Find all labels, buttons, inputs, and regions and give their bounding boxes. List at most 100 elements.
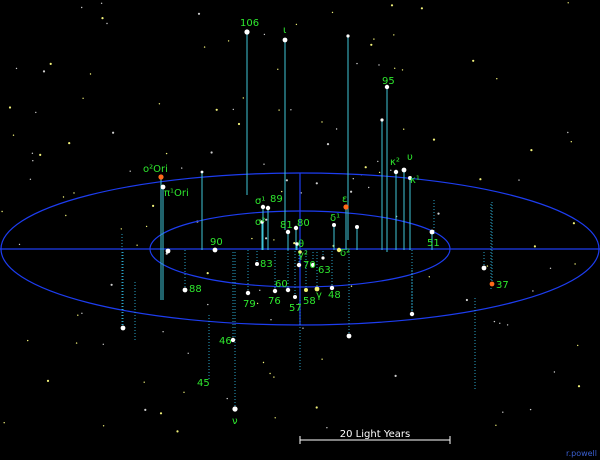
field-star	[1, 211, 2, 212]
star-106	[244, 29, 249, 34]
star-f348	[346, 34, 349, 37]
field-star	[373, 38, 374, 39]
field-star	[494, 321, 495, 322]
field-star	[350, 191, 352, 193]
field-star	[293, 242, 295, 244]
field-star	[264, 34, 265, 35]
field-star	[353, 178, 354, 179]
field-star	[574, 263, 575, 264]
star-kappa2	[394, 170, 398, 174]
field-star	[286, 179, 288, 181]
field-star	[507, 324, 508, 325]
field-star	[207, 304, 208, 305]
field-star	[499, 323, 500, 324]
label-95: 95	[382, 76, 395, 87]
field-star	[35, 112, 36, 113]
field-star	[321, 121, 322, 122]
star-88	[183, 288, 188, 293]
field-star	[188, 353, 189, 354]
field-star	[112, 132, 114, 134]
field-star	[578, 385, 580, 387]
star-upsilon-top	[402, 168, 407, 173]
field-star	[13, 135, 14, 136]
field-star	[326, 427, 327, 428]
field-star	[530, 149, 532, 151]
field-star	[301, 192, 302, 193]
star-58	[304, 288, 308, 292]
field-star	[162, 331, 163, 332]
label-nu: ν	[232, 416, 238, 427]
field-star	[81, 7, 82, 8]
field-star	[393, 34, 394, 35]
field-star	[263, 362, 264, 363]
field-star	[160, 412, 162, 414]
field-star	[296, 24, 297, 25]
field-star	[356, 63, 357, 64]
field-star	[302, 328, 303, 329]
field-star	[103, 344, 104, 345]
field-star	[316, 182, 318, 184]
label-sigma1: σ¹	[255, 196, 265, 207]
field-star	[391, 4, 393, 6]
field-star	[577, 345, 578, 346]
field-star	[251, 238, 252, 239]
label-45: 45	[197, 378, 210, 389]
field-star	[530, 409, 531, 410]
field-star	[275, 417, 276, 418]
field-star	[496, 78, 497, 79]
star-412	[410, 312, 414, 316]
field-star	[50, 63, 52, 65]
field-star	[571, 141, 572, 142]
field-star	[211, 151, 213, 153]
field-star	[32, 160, 33, 161]
field-star	[30, 179, 31, 180]
field-star	[39, 154, 41, 156]
field-star	[390, 170, 391, 171]
star-83	[255, 262, 259, 266]
field-star	[402, 69, 403, 70]
star-348	[347, 334, 352, 339]
field-star	[573, 222, 575, 224]
field-star	[265, 237, 267, 239]
field-star	[281, 191, 282, 192]
star-nu	[232, 406, 237, 411]
field-star	[130, 171, 131, 172]
field-star	[429, 276, 430, 277]
field-star	[9, 106, 11, 108]
label-sigma2: σ²	[255, 217, 265, 228]
label-51: 51	[427, 238, 440, 249]
field-star	[82, 98, 83, 99]
field-star	[550, 268, 551, 269]
label-gamma: γ	[316, 290, 322, 301]
field-star	[101, 3, 102, 4]
field-star	[3, 422, 4, 423]
label-106: 106	[240, 18, 259, 29]
label-89: 89	[270, 194, 283, 205]
field-star	[394, 68, 395, 69]
label-76: 76	[268, 296, 281, 307]
field-star	[495, 425, 496, 426]
field-star	[379, 172, 380, 173]
field-star	[259, 290, 260, 291]
field-star	[554, 371, 555, 372]
field-star	[351, 286, 352, 287]
field-star	[257, 303, 258, 304]
field-star	[534, 245, 536, 247]
label-epsilon: ε	[342, 194, 347, 205]
field-star	[77, 315, 78, 316]
field-star	[421, 7, 423, 9]
label-pi1-ori: π¹Ori	[164, 188, 189, 199]
field-star	[227, 398, 228, 399]
field-star	[144, 382, 145, 383]
field-star	[395, 375, 397, 377]
field-star	[152, 205, 154, 207]
field-star	[207, 272, 209, 274]
label-79: 79	[243, 299, 256, 310]
field-star	[403, 129, 404, 130]
field-star	[466, 299, 468, 301]
field-star	[433, 139, 435, 141]
field-star	[532, 290, 533, 291]
field-star	[368, 187, 369, 188]
field-star	[265, 219, 267, 221]
label-46: 46	[219, 336, 232, 347]
